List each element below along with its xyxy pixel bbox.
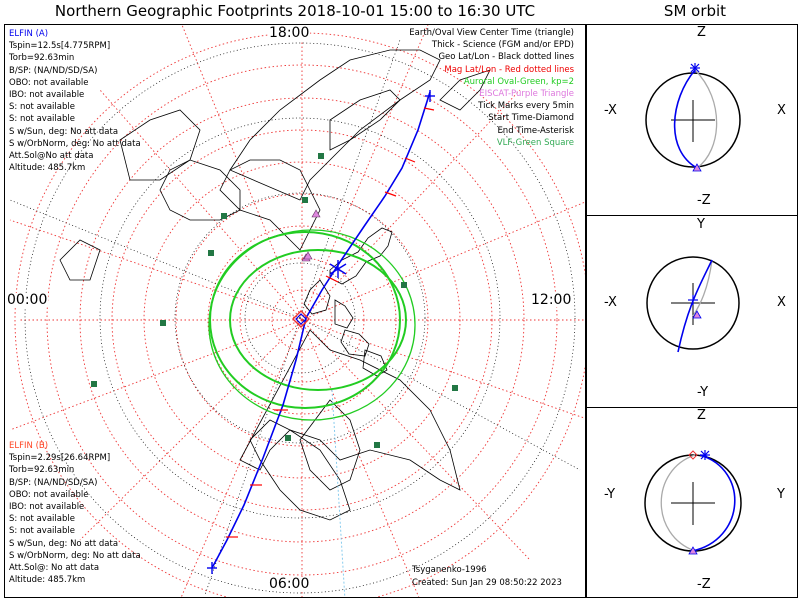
elfin-b-line: IBO: not available <box>9 502 85 513</box>
elfin-a-line: Torb=92.63min <box>9 53 75 64</box>
elfin-a-line: S w/Sun, deg: No att data <box>9 126 119 137</box>
hour-label-left: 00:00 <box>6 292 49 308</box>
elfin-a-line: Tspin=12.5s[4.775RPM] <box>9 41 111 52</box>
coastlines <box>59 49 491 521</box>
axis-label: Y <box>776 487 786 502</box>
footpoint-line <box>331 389 346 597</box>
elfin-b-line: B/SP: (NA/ND/SD/SA) <box>9 477 98 488</box>
elfin-a-line: Altitude: 485.7km <box>9 163 86 174</box>
elfin-track <box>211 91 431 569</box>
geo-lat-grid <box>9 39 581 596</box>
elfin-b-line: S w/OrbNorm, deg: No att data <box>9 550 141 561</box>
elfin-b-line: Att.Sol@: No att data <box>9 563 100 574</box>
elfin-a-header: ELFIN (A) <box>9 29 49 39</box>
model-label: Tsyganenko-1996 <box>412 565 487 575</box>
axis-label: Y <box>696 217 706 232</box>
axis-label: -Z <box>696 193 712 208</box>
legend-item: Earth/Oval View Center Time (triangle) <box>409 28 574 38</box>
hour-label-top: 18:00 <box>268 25 311 41</box>
axis-label: -X <box>603 295 618 310</box>
map-panel <box>4 24 586 598</box>
axis-label: Z <box>696 25 707 40</box>
elfin-a-line: Att.Sol@No att data <box>9 151 94 162</box>
mag-lat-grid <box>9 25 585 597</box>
legend-item: Tick Marks every 5min <box>478 101 574 112</box>
axis-label: -Z <box>696 577 712 592</box>
elfin-b-line: Torb=92.63min <box>9 465 75 476</box>
map-legend: Earth/Oval View Center Time (triangle) T… <box>409 27 574 149</box>
elfin-b-line: S: not available <box>9 526 75 537</box>
legend-item: VLF-Green Square <box>496 137 574 148</box>
elfin-a-line: IBO: not available <box>9 90 85 101</box>
elfin-a-line: S: not available <box>9 102 75 113</box>
elfin-b-line: Tspin=2.29s[26.64RPM] <box>9 453 111 464</box>
track-markers <box>207 90 435 574</box>
track-tick-marks <box>226 107 435 538</box>
legend-item: Geo Lat/Lon - Black dotted lines <box>438 52 574 63</box>
elfin-a-line: B/SP: (NA/ND/SD/SA) <box>9 65 98 76</box>
elfin-b-header: ELFIN (B) <box>9 441 49 451</box>
legend-item: EISCAT-Purple Triangle <box>479 89 574 100</box>
orbit-title: SM orbit <box>663 2 727 20</box>
legend-item: End Time-Asterisk <box>497 125 574 136</box>
elfin-b-line: Altitude: 485.7km <box>9 575 86 586</box>
elfin-b-line: S: not available <box>9 514 75 525</box>
auroral-oval <box>208 229 416 421</box>
hour-label-right: 12:00 <box>530 292 573 308</box>
elfin-a-line: OBO: not available <box>9 77 89 88</box>
legend-item: Start Time-Diamond <box>488 113 574 124</box>
vlf-stations <box>91 153 458 448</box>
legend-item: Thick - Science (FGM and/or EPD) <box>431 40 574 51</box>
legend-item: Mag Lat/Lon - Red dotted lines <box>444 64 574 75</box>
axis-label: -X <box>603 103 618 118</box>
map-title: Northern Geographic Footprints 2018-10-0… <box>54 2 536 20</box>
orbit-panel-yz <box>586 407 798 598</box>
hour-label-bottom: 06:00 <box>268 576 311 592</box>
created-label: Created: Sun Jan 29 08:50:22 2023 <box>412 578 562 588</box>
legend-item: Auroral Oval-Green, kp=2 <box>463 76 574 87</box>
elfin-a-info: ELFIN (A) Tspin=12.5s[4.775RPM] Torb=92.… <box>9 28 141 174</box>
elfin-b-info: ELFIN (B) Tspin=2.29s[26.64RPM] Torb=92.… <box>9 440 141 586</box>
elfin-b-line: S w/Sun, deg: No att data <box>9 538 119 549</box>
elfin-a-line: S w/OrbNorm, deg: No att data <box>9 138 141 149</box>
axis-label: X <box>776 295 787 310</box>
axis-label: -Y <box>603 487 617 502</box>
elfin-a-line: S: not available <box>9 114 75 125</box>
eiscat-markers <box>301 209 321 262</box>
axis-label: Z <box>696 408 707 423</box>
elfin-b-line: OBO: not available <box>9 489 89 500</box>
axis-label: X <box>776 103 787 118</box>
axis-label: -Y <box>696 385 710 400</box>
